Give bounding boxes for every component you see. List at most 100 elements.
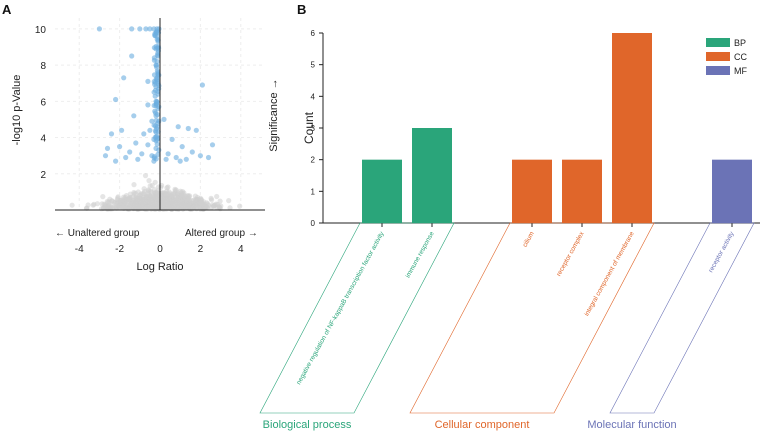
group-bracket-mf [609,222,755,414]
background-point [104,198,110,205]
background-point [100,194,106,200]
bar-bp [412,128,452,223]
significant-point [145,78,151,84]
background-point [173,187,179,193]
significant-point [127,149,133,155]
background-point [163,192,169,198]
group-label-cc: Cellular component [435,419,530,431]
volcano-plot: -4 -2 0 2 4 2 4 6 8 10 ← Unaltered group Altered… [11,18,280,273]
significant-point [108,131,115,137]
background-point [136,205,142,211]
significant-point [152,93,158,99]
significant-point [193,127,199,133]
significant-point [113,96,119,103]
term-label: negative regulation of NF-kappaB transcr… [295,230,386,386]
background-point [165,196,172,202]
background-point [158,190,164,196]
bar-y-tick-label: 2 [311,156,316,165]
background-point [146,178,152,184]
altered-group-annotation: Altered group → [185,228,258,239]
background-point [226,198,232,204]
significant-point [129,26,135,32]
group-bracket-cc [409,222,655,414]
significant-point [123,154,129,161]
significant-point [151,57,157,63]
significant-point [197,153,203,159]
significant-point [96,26,102,32]
background-point [152,190,158,196]
significant-point [139,151,145,157]
panel-b-letter: B [297,2,306,17]
volcano-x-tick-label: -4 [75,244,84,255]
significant-point [151,45,157,51]
significant-point [117,144,123,150]
background-point [91,201,97,207]
volcano-x-ticks: -4 -2 0 2 4 [75,244,244,255]
volcano-x-tick-label: 2 [198,244,204,255]
background-point [124,205,130,211]
legend-swatch-bp [706,38,730,47]
background-point [165,202,171,208]
significant-point [165,151,171,157]
background-point [182,194,188,200]
significant-point [147,127,153,133]
background-point [206,202,212,209]
go-bar-chart: 0 1 2 3 4 5 6 negative regulation of NF-kappaB… [259,29,760,431]
significant-point [137,26,143,32]
bar-y-tick-label: 3 [311,124,316,133]
significant-point [153,138,159,144]
term-label: integral component of membrane [583,230,636,317]
background-point [193,197,199,203]
significant-point [104,145,111,151]
background-point [153,196,159,202]
significant-point [145,102,151,108]
background-point [147,183,153,189]
legend-swatch-cc [706,52,730,61]
volcano-background-points [69,173,243,212]
significant-point [156,83,162,89]
background-point [215,201,221,208]
significant-point [131,113,137,119]
volcano-x-axis-label: Log Ratio [136,261,183,273]
background-point [186,203,192,209]
bar-term-labels: negative regulation of NF-kappaB transcr… [295,223,736,386]
background-point [145,187,151,193]
bar-y-tick-label: 6 [311,29,316,38]
bar-y-tick-label: 0 [311,219,316,228]
background-point [201,206,207,212]
significant-point [145,142,151,148]
bar-cc [612,33,652,223]
significant-point [163,156,169,162]
significant-point [135,156,141,162]
background-point [142,173,149,179]
volcano-y-tick-label: 2 [40,170,46,181]
bar-category-groups: Biological process Cellular component Mole… [259,222,755,431]
background-point [192,193,198,199]
bar-legend: BP CC MF [706,38,747,76]
term-label: immune response [405,230,436,279]
background-point [144,194,150,200]
legend-label-mf: MF [734,66,747,76]
background-point [141,199,147,205]
unaltered-group-annotation: ← Unaltered group [55,228,140,239]
bar-y-axis-label: Count [302,111,316,144]
background-point [181,203,187,209]
significant-point [133,140,139,146]
background-point [214,193,220,200]
significant-point [154,112,160,118]
background-point [69,202,75,208]
volcano-y-tick-label: 10 [35,25,47,36]
background-point [237,203,243,209]
background-point [171,203,177,209]
bar-y-tick-label: 4 [311,92,316,101]
background-point [165,184,171,190]
significant-point [183,156,189,162]
significant-point [209,142,216,148]
group-label-bp: Biological process [263,419,352,431]
legend-label-cc: CC [734,52,747,62]
significant-point [129,53,135,59]
significant-point [156,147,162,153]
significant-point [205,154,212,161]
significance-axis-label: Significance → [268,78,280,151]
volcano-y-tick-label: 6 [40,97,46,108]
